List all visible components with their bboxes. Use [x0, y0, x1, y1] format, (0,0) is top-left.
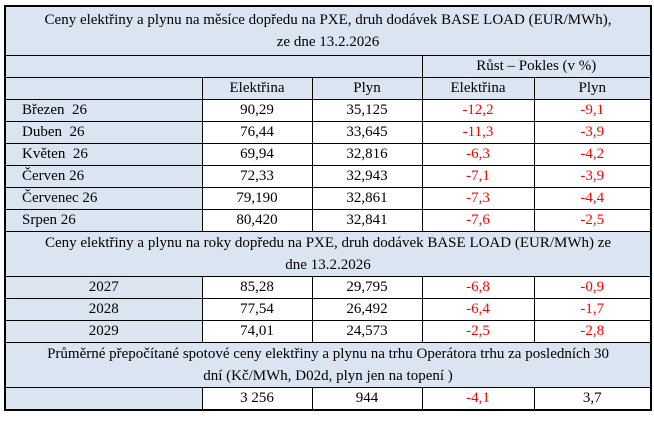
- growth-header-row: Růst – Pokles (v %): [4, 55, 652, 78]
- col-header-electricity-pct: Elektřina: [421, 77, 535, 100]
- year-label: 2028: [4, 298, 203, 321]
- gas-change-pct: -0,9: [533, 276, 652, 299]
- table-row-year: 2028 77,54 26,492 -6,4 -1,7: [4, 298, 652, 321]
- gas-price: 32,841: [311, 209, 423, 232]
- gas-price: 35,125: [311, 99, 423, 122]
- gas-price: 33,645: [311, 121, 423, 144]
- table-row-month: Červenec 26 79,190 32,861 -7,3 -4,4: [4, 187, 652, 210]
- electricity-change-pct: -6,8: [421, 276, 535, 299]
- empty-cell: [4, 77, 203, 100]
- gas-change-pct: -3,9: [533, 121, 652, 144]
- table-row-month: Srpen 26 80,420 32,841 -7,6 -2,5: [4, 209, 652, 232]
- empty-cell: [4, 55, 423, 78]
- gas-change-pct: -1,7: [533, 298, 652, 321]
- gas-price: 32,861: [311, 187, 423, 210]
- table-row-year: 2027 85,28 29,795 -6,8 -0,9: [4, 276, 652, 299]
- col-header-gas-pct: Plyn: [533, 77, 652, 100]
- electricity-price: 69,94: [201, 143, 313, 166]
- electricity-change-pct: -7,1: [421, 165, 535, 188]
- month-label: Červen 26: [4, 165, 203, 188]
- electricity-spot-change-pct: -4,1: [421, 387, 535, 411]
- electricity-price: 77,54: [201, 298, 313, 321]
- electricity-change-pct: -7,3: [421, 187, 535, 210]
- electricity-price: 72,33: [201, 165, 313, 188]
- price-table: Ceny elektřiny a plynu na měsíce dopředu…: [4, 5, 653, 411]
- year-label: 2029: [4, 320, 203, 343]
- gas-price: 26,492: [311, 298, 423, 321]
- electricity-price: 74,01: [201, 320, 313, 343]
- year-label: 2027: [4, 276, 203, 299]
- electricity-change-pct: -7,6: [421, 209, 535, 232]
- electricity-change-pct: -2,5: [421, 320, 535, 343]
- month-label: Červenec 26: [4, 187, 203, 210]
- electricity-change-pct: -12,2: [421, 99, 535, 122]
- gas-price: 29,795: [311, 276, 423, 299]
- gas-change-pct: -4,4: [533, 187, 652, 210]
- spot-section-title: Průměrné přepočítané spotové ceny elektř…: [4, 342, 652, 388]
- table-row-spot: 3 256 944 -4,1 3,7: [4, 387, 652, 411]
- gas-spot-change-pct: 3,7: [533, 387, 652, 411]
- table-row-month: Duben 26 76,44 33,645 -11,3 -3,9: [4, 121, 652, 144]
- table-row-year: 2029 74,01 24,573 -2,5 -2,8: [4, 320, 652, 343]
- electricity-change-pct: -11,3: [421, 121, 535, 144]
- monthly-section-title: Ceny elektřiny a plynu na měsíce dopředu…: [4, 5, 652, 56]
- gas-change-pct: -4,2: [533, 143, 652, 166]
- yearly-section-title: Ceny elektřiny a plynu na roky dopředu n…: [4, 231, 652, 277]
- table-row-month: Březen 26 90,29 35,125 -12,2 -9,1: [4, 99, 652, 122]
- col-header-gas: Plyn: [311, 77, 423, 100]
- month-label: Duben 26: [4, 121, 203, 144]
- electricity-price: 76,44: [201, 121, 313, 144]
- electricity-price: 79,190: [201, 187, 313, 210]
- column-header-row: Elektřina Plyn Elektřina Plyn: [4, 77, 652, 100]
- electricity-spot-price: 3 256: [201, 387, 313, 411]
- electricity-change-pct: -6,3: [421, 143, 535, 166]
- gas-change-pct: -2,8: [533, 320, 652, 343]
- gas-change-pct: -2,5: [533, 209, 652, 232]
- yearly-title-row: Ceny elektřiny a plynu na roky dopředu n…: [4, 231, 652, 277]
- month-label: Květen 26: [4, 143, 203, 166]
- electricity-change-pct: -6,4: [421, 298, 535, 321]
- electricity-price: 85,28: [201, 276, 313, 299]
- empty-cell: [4, 387, 203, 411]
- gas-change-pct: -9,1: [533, 99, 652, 122]
- growth-decline-header: Růst – Pokles (v %): [421, 55, 652, 78]
- gas-price: 32,943: [311, 165, 423, 188]
- gas-change-pct: -3,9: [533, 165, 652, 188]
- table-row-month: Červen 26 72,33 32,943 -7,1 -3,9: [4, 165, 652, 188]
- gas-spot-price: 944: [311, 387, 423, 411]
- monthly-title-row: Ceny elektřiny a plynu na měsíce dopředu…: [4, 5, 652, 56]
- gas-price: 24,573: [311, 320, 423, 343]
- gas-price: 32,816: [311, 143, 423, 166]
- electricity-price: 80,420: [201, 209, 313, 232]
- spot-title-row: Průměrné přepočítané spotové ceny elektř…: [4, 342, 652, 388]
- electricity-price: 90,29: [201, 99, 313, 122]
- month-label: Březen 26: [4, 99, 203, 122]
- col-header-electricity: Elektřina: [201, 77, 313, 100]
- month-label: Srpen 26: [4, 209, 203, 232]
- table-row-month: Květen 26 69,94 32,816 -6,3 -4,2: [4, 143, 652, 166]
